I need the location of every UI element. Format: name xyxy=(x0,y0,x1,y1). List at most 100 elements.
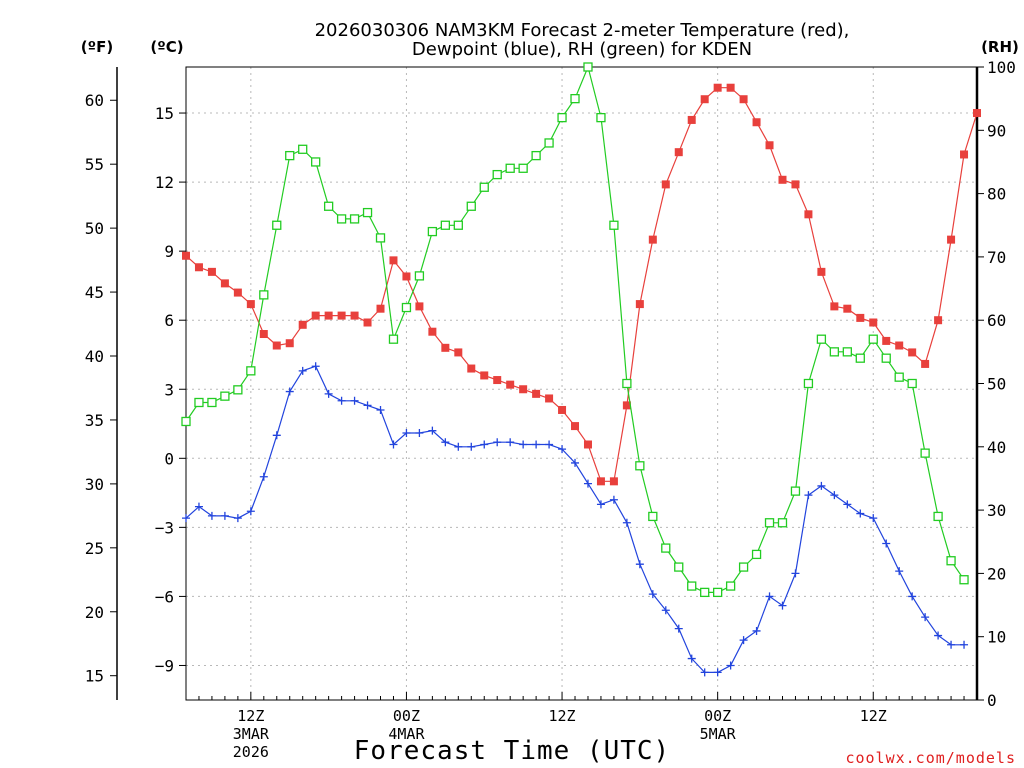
data-point xyxy=(960,150,969,159)
data-point xyxy=(635,300,644,309)
time-tick-label: 00Z xyxy=(393,707,420,725)
rh-axis-unit: (RH) xyxy=(981,38,1019,56)
data-point xyxy=(493,376,502,385)
rh-tick-label: 10 xyxy=(987,628,1006,647)
data-point xyxy=(194,502,203,511)
data-point xyxy=(441,438,450,447)
data-point xyxy=(570,94,580,104)
data-point xyxy=(713,668,722,677)
time-tick-label: 4MAR xyxy=(388,725,425,743)
data-point xyxy=(791,180,800,189)
data-point xyxy=(842,347,852,357)
data-point xyxy=(648,235,657,244)
data-point xyxy=(467,364,476,373)
data-point xyxy=(246,300,255,309)
data-point xyxy=(194,263,203,272)
rh-tick-label: 80 xyxy=(987,185,1006,204)
data-point xyxy=(583,62,593,72)
data-point xyxy=(726,83,735,92)
series-dewpoint xyxy=(182,362,969,677)
data-point xyxy=(596,112,606,123)
data-point xyxy=(376,304,385,313)
celsius-tick-label: −3 xyxy=(155,518,174,537)
data-point xyxy=(402,428,411,437)
data-point xyxy=(934,316,943,325)
data-point xyxy=(635,560,644,569)
rh-tick-label: 0 xyxy=(987,691,997,710)
data-series xyxy=(181,62,981,677)
data-point xyxy=(973,109,981,118)
time-tick-label: 2026 xyxy=(233,743,269,761)
data-point xyxy=(778,601,787,610)
data-point xyxy=(571,458,580,467)
data-point xyxy=(518,163,528,173)
data-point xyxy=(259,472,268,481)
data-point xyxy=(895,567,904,576)
data-point xyxy=(389,256,398,265)
data-point xyxy=(856,509,865,518)
data-point xyxy=(363,401,372,410)
credit-text: coolwx.com/models xyxy=(845,749,1016,767)
celsius-axis-unit: (ºC) xyxy=(150,38,183,56)
data-point xyxy=(480,371,489,380)
data-point xyxy=(311,157,321,167)
data-point xyxy=(817,267,826,276)
data-point xyxy=(596,477,605,486)
fahrenheit-tick-label: 15 xyxy=(85,667,104,686)
fahrenheit-tick-label: 30 xyxy=(85,475,104,494)
data-point xyxy=(545,394,554,403)
data-point xyxy=(363,318,372,327)
data-point xyxy=(752,118,761,127)
data-point xyxy=(233,385,243,395)
data-point xyxy=(272,220,282,230)
data-point xyxy=(713,83,722,92)
data-point xyxy=(648,511,658,522)
data-point xyxy=(519,440,528,449)
data-point xyxy=(725,581,736,591)
data-point xyxy=(803,378,814,389)
data-point xyxy=(687,115,696,124)
axes xyxy=(116,66,979,701)
data-point xyxy=(571,422,580,431)
data-point xyxy=(882,539,891,548)
data-point xyxy=(959,575,969,585)
data-point xyxy=(843,500,852,509)
data-point xyxy=(726,661,735,670)
fahrenheit-tick-label: 25 xyxy=(85,539,104,558)
data-point xyxy=(882,336,891,345)
data-point xyxy=(428,327,437,336)
data-point xyxy=(545,440,554,449)
data-point xyxy=(895,341,904,350)
fahrenheit-tick-label: 50 xyxy=(85,219,104,238)
data-point xyxy=(778,175,787,184)
data-point xyxy=(233,288,242,297)
data-point xyxy=(480,440,489,449)
data-point xyxy=(401,302,412,313)
celsius-tick-label: 15 xyxy=(155,104,174,123)
rh-axis: 0 10 20 30 40 50 60 70 80 90 100 xyxy=(977,58,1016,710)
data-point xyxy=(739,636,748,645)
rh-tick-label: 50 xyxy=(987,375,1006,394)
data-point xyxy=(311,311,320,320)
celsius-tick-label: 3 xyxy=(164,380,174,399)
data-point xyxy=(700,95,709,104)
data-point xyxy=(544,138,554,148)
data-point xyxy=(804,210,813,219)
data-point xyxy=(415,302,424,311)
fahrenheit-tick-label: 55 xyxy=(85,155,104,174)
data-point xyxy=(246,507,255,516)
data-point xyxy=(376,405,385,414)
data-point xyxy=(298,320,307,329)
data-point xyxy=(907,378,917,389)
data-point xyxy=(674,624,683,633)
data-point xyxy=(816,334,827,344)
data-point xyxy=(622,518,631,527)
data-point xyxy=(285,150,295,161)
data-point xyxy=(467,442,476,451)
x-axis-title: Forecast Time (UTC) xyxy=(354,736,670,766)
data-point xyxy=(220,391,230,401)
rh-tick-label: 70 xyxy=(987,248,1006,267)
celsius-tick-label: 0 xyxy=(164,449,174,468)
data-point xyxy=(246,366,256,376)
data-point xyxy=(531,150,541,161)
